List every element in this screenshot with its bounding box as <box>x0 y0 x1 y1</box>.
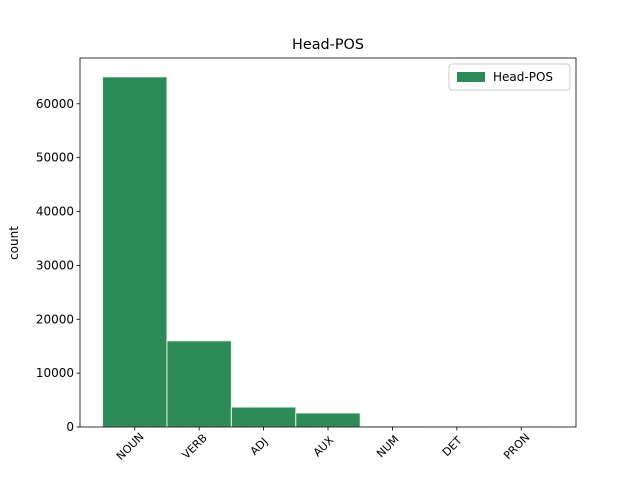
y-tick-label: 40000 <box>36 205 74 219</box>
y-tick-label: 0 <box>66 420 74 434</box>
x-tick-label: NOUN <box>114 430 147 463</box>
bar <box>230 406 297 428</box>
bar <box>166 340 232 428</box>
x-tick-label: NUM <box>374 433 401 460</box>
x-tick-label: PRON <box>501 431 532 462</box>
y-axis-label: count <box>7 226 21 260</box>
y-tick-label: 50000 <box>36 151 74 165</box>
chart-title: Head-POS <box>292 37 364 53</box>
x-tick-label: AUX <box>311 433 337 459</box>
bar <box>102 76 168 428</box>
y-tick-label: 30000 <box>36 258 74 272</box>
y-tick-label: 60000 <box>36 97 74 111</box>
legend: Head-POS <box>448 63 571 91</box>
legend-label: Head-POS <box>493 70 553 84</box>
bar <box>295 412 361 428</box>
x-tick-label: VERB <box>180 431 210 461</box>
y-tick-label: 10000 <box>36 366 74 380</box>
x-tick-label: ADJ <box>248 435 271 458</box>
y-tick-label: 20000 <box>36 312 74 326</box>
legend-swatch <box>457 72 485 82</box>
x-tick-label: DET <box>440 434 465 459</box>
legend-frame <box>448 63 571 91</box>
